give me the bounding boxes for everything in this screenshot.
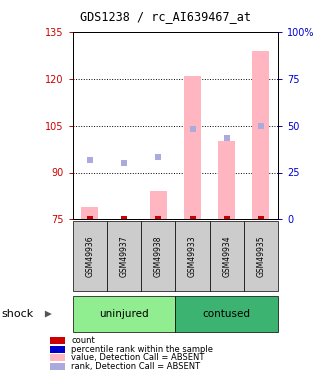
Point bbox=[87, 157, 93, 163]
Point bbox=[224, 135, 229, 141]
Point bbox=[190, 216, 195, 222]
Bar bbox=[184, 76, 201, 219]
Point bbox=[87, 216, 93, 222]
Text: shock: shock bbox=[2, 309, 34, 319]
Text: GSM49935: GSM49935 bbox=[257, 235, 265, 277]
Text: percentile rank within the sample: percentile rank within the sample bbox=[71, 345, 213, 354]
Text: value, Detection Call = ABSENT: value, Detection Call = ABSENT bbox=[71, 353, 205, 362]
Point bbox=[190, 126, 195, 132]
Point bbox=[121, 160, 127, 166]
Text: contused: contused bbox=[203, 309, 251, 319]
Bar bbox=[150, 191, 167, 219]
Text: GSM49933: GSM49933 bbox=[188, 235, 197, 277]
Text: GSM49934: GSM49934 bbox=[222, 235, 231, 277]
Point bbox=[224, 216, 229, 222]
Text: GSM49937: GSM49937 bbox=[119, 235, 129, 277]
Text: rank, Detection Call = ABSENT: rank, Detection Call = ABSENT bbox=[71, 362, 200, 371]
Text: count: count bbox=[71, 336, 95, 345]
Point bbox=[156, 216, 161, 222]
Bar bbox=[252, 51, 269, 219]
Point bbox=[156, 154, 161, 160]
Point bbox=[258, 123, 263, 129]
Point bbox=[121, 216, 127, 222]
Bar bbox=[218, 141, 235, 219]
Text: GSM49936: GSM49936 bbox=[85, 235, 94, 277]
Text: GDS1238 / rc_AI639467_at: GDS1238 / rc_AI639467_at bbox=[80, 10, 251, 23]
Bar bbox=[81, 207, 99, 219]
Point bbox=[258, 216, 263, 222]
Text: uninjured: uninjured bbox=[99, 309, 149, 319]
Text: GSM49938: GSM49938 bbox=[154, 235, 163, 277]
